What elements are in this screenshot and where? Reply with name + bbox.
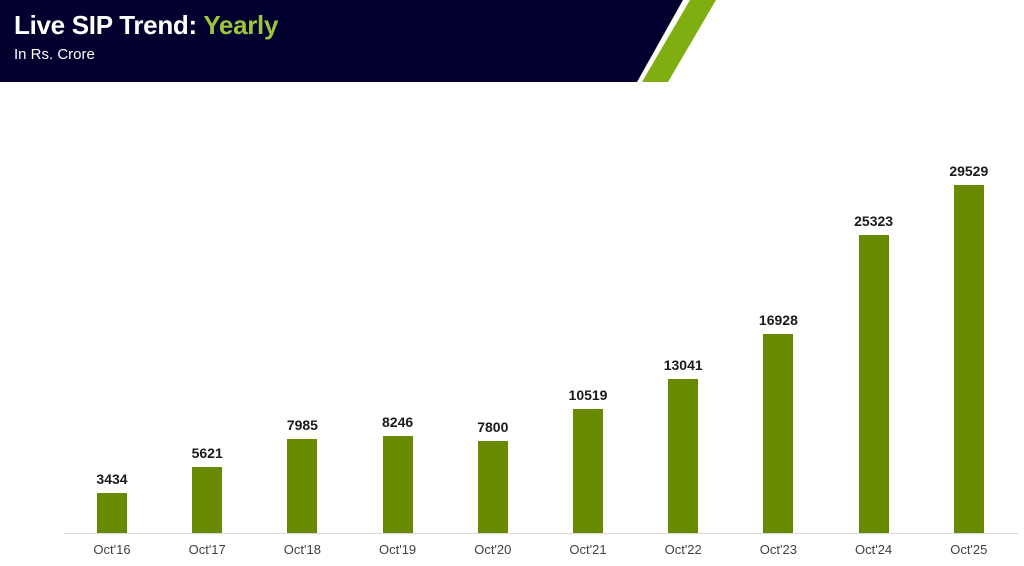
data-label: 7985 bbox=[286, 416, 318, 433]
page-title: Live SIP Trend: Yearly bbox=[14, 10, 278, 41]
bar bbox=[287, 438, 318, 533]
page-subtitle: In Rs. Crore bbox=[14, 46, 95, 63]
title-accent: Yearly bbox=[203, 10, 279, 40]
title-main: Live SIP Trend: bbox=[14, 10, 204, 40]
bar bbox=[192, 466, 223, 533]
x-axis-tick-label: Oct'21 bbox=[569, 542, 607, 557]
bar bbox=[477, 441, 508, 533]
bar-chart: 3434 Oct'16 5621 Oct'17 7985 Oct'18 8246 Oct'19… bbox=[0, 82, 1024, 566]
x-axis-line bbox=[64, 533, 1018, 534]
data-label: 8246 bbox=[382, 413, 414, 430]
header-background-shape bbox=[0, 0, 716, 82]
data-label: 29529 bbox=[949, 163, 989, 179]
data-label: 3434 bbox=[96, 470, 128, 487]
x-axis-tick-label: Oct'25 bbox=[950, 542, 988, 557]
x-axis-tick-label: Oct'24 bbox=[855, 542, 893, 557]
bar bbox=[97, 492, 127, 533]
x-axis-tick-label: Oct'18 bbox=[283, 542, 321, 557]
data-label: 5621 bbox=[191, 444, 223, 461]
data-label: 25323 bbox=[854, 212, 894, 229]
bar bbox=[382, 435, 413, 533]
header-banner: Live SIP Trend: Yearly In Rs. Crore bbox=[0, 0, 1024, 82]
x-axis-tick-label: Oct'23 bbox=[759, 542, 797, 557]
x-axis-tick-label: Oct'22 bbox=[664, 542, 702, 557]
x-axis-tick-label: Oct'20 bbox=[474, 542, 512, 557]
data-label: 13041 bbox=[663, 357, 703, 374]
x-axis-tick-label: Oct'17 bbox=[188, 542, 226, 557]
x-axis-tick-label: Oct'16 bbox=[93, 542, 131, 557]
data-label: 10519 bbox=[568, 387, 608, 404]
bar bbox=[763, 333, 794, 533]
bar bbox=[573, 409, 603, 533]
bar bbox=[668, 379, 699, 533]
data-label: 7800 bbox=[477, 419, 509, 436]
x-axis-tick-label: Oct'19 bbox=[379, 542, 417, 557]
data-label: 16928 bbox=[758, 311, 798, 328]
bar bbox=[858, 234, 889, 533]
bar bbox=[953, 185, 984, 533]
